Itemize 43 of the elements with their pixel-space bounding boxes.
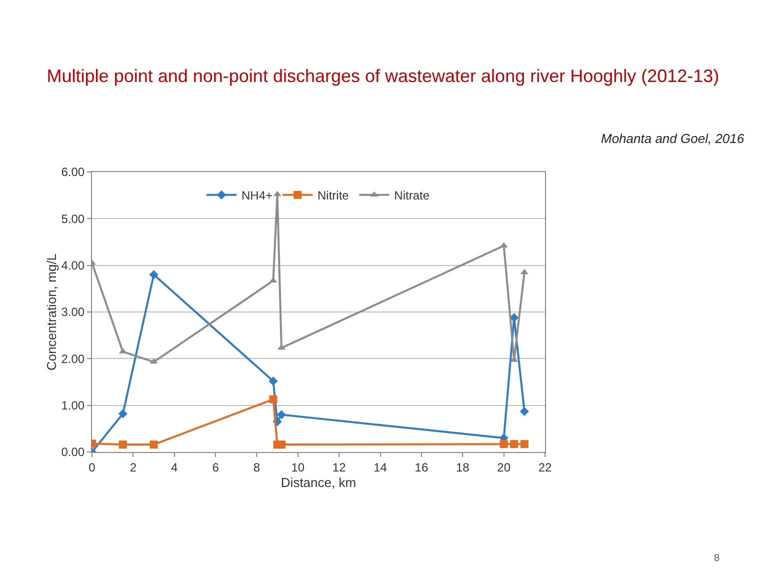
legend-label: Nitrate: [394, 188, 430, 203]
point: [277, 344, 286, 350]
x-tick-label: 20: [497, 460, 511, 474]
x-tick-label: 2: [130, 460, 137, 474]
text: 8: [714, 553, 720, 564]
x-tick-label: 10: [291, 460, 305, 474]
point: [520, 268, 528, 274]
point: [277, 440, 286, 449]
x-tick-label: 4: [171, 460, 178, 474]
point: [118, 409, 128, 418]
point: [520, 406, 529, 416]
point: [150, 440, 158, 449]
y-tick-label: 6.00: [61, 165, 85, 180]
text: Mohanta and Goel, 2016: [601, 131, 745, 146]
y-tick-label: 0.00: [61, 445, 85, 460]
point: [118, 440, 127, 449]
y-tick-label: 5.00: [61, 212, 85, 226]
x-axis-title: Distance, km: [280, 475, 356, 490]
x-tick-label: 16: [414, 460, 428, 474]
point: [149, 270, 158, 280]
x-tick-label: 18: [456, 460, 470, 474]
chart-title: Multiple point and non-point discharges of wastewater along river Hooghly (2012-13): [46, 66, 720, 86]
y-axis-title: Concentration, mg/L: [44, 253, 59, 371]
point: [269, 395, 278, 404]
x-tick-label: 12: [332, 460, 346, 474]
y-tick-label: 1.00: [61, 398, 85, 413]
x-tick-label: 14: [374, 460, 388, 474]
x-tick-label: 22: [538, 460, 552, 474]
point: [276, 410, 286, 420]
y-tick-label: 2.00: [61, 352, 85, 366]
point: [500, 440, 508, 448]
point: [273, 190, 282, 196]
point: [150, 358, 158, 364]
y-tick-label: 3.00: [61, 305, 85, 320]
y-tick-label: 4.00: [61, 258, 85, 273]
x-tick-label: 6: [212, 460, 220, 474]
point: [510, 440, 518, 448]
legend-label: NH4+: [242, 188, 273, 203]
x-tick-label: 8: [253, 460, 260, 474]
point: [268, 376, 278, 386]
x-tick-label: 0: [88, 460, 96, 474]
legend-label: Nitrite: [318, 188, 350, 203]
point: [520, 440, 528, 448]
